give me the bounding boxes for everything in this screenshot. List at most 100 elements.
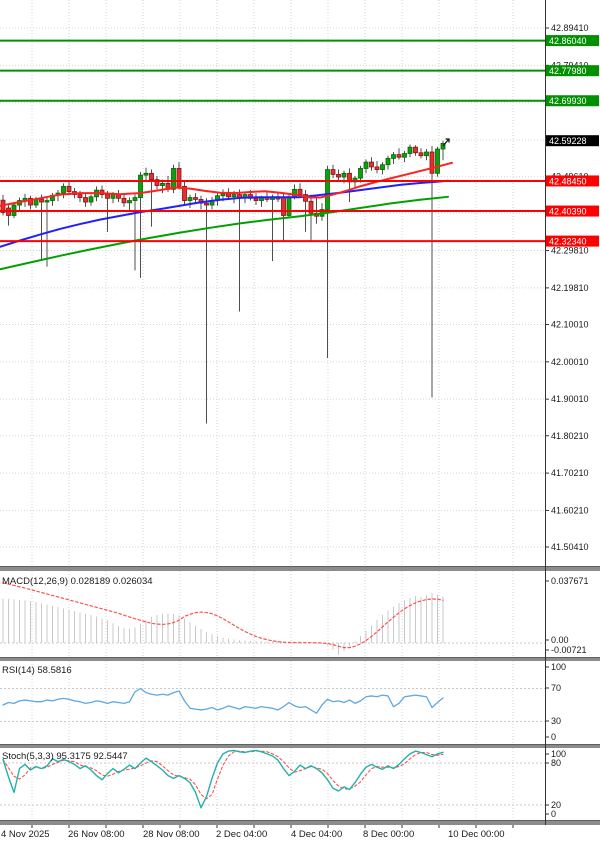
candle-bear — [226, 193, 231, 198]
rsi-indicator-label: RSI(14) 58.5816 — [2, 665, 72, 676]
candle-bear — [253, 197, 259, 201]
candle-bear — [396, 154, 402, 158]
indicator-axis-label: -0.00721 — [551, 645, 587, 655]
indicator-axis-label: 0 — [551, 809, 556, 819]
price-badge-label: 42.77980 — [549, 66, 587, 76]
candle-bull — [380, 164, 385, 170]
time-axis-label: 2 Dec 04:00 — [216, 829, 267, 840]
candle-bull — [110, 194, 116, 199]
price-badge-support[interactable] — [546, 205, 599, 217]
candle-bull — [407, 146, 413, 154]
price-badge-label: 42.32340 — [549, 237, 587, 247]
ma-mid-line — [0, 179, 449, 248]
candle-bear — [182, 185, 187, 201]
candle-bull — [363, 161, 369, 169]
candle-bull — [391, 154, 396, 159]
price-grid-label: 41.90010 — [551, 394, 589, 404]
candle-bear — [374, 166, 380, 170]
price-badge-label: 42.40390 — [549, 207, 587, 217]
indicator-axis-label: 0.00 — [551, 635, 569, 645]
panel-separator[interactable] — [0, 657, 600, 661]
candle-bull — [132, 197, 138, 201]
ma-slow-line — [0, 195, 449, 271]
price-grid-label: 41.70210 — [551, 468, 589, 478]
price-badge-label: 42.59228 — [549, 136, 587, 146]
price-grid-label: 42.19810 — [551, 283, 589, 293]
price-badge-resistance[interactable] — [546, 65, 599, 77]
candle-bull — [325, 169, 330, 210]
candle-bull — [402, 153, 407, 158]
candle-bull — [231, 194, 237, 198]
price-grid-label: 42.89410 — [551, 23, 589, 33]
candle-bull — [435, 148, 440, 174]
price-badge-label: 42.86040 — [549, 36, 587, 46]
stoch-signal-line — [2, 750, 444, 800]
candle-bear — [28, 197, 33, 206]
price-grid-label: 42.00010 — [551, 357, 589, 367]
candle-bear — [369, 161, 374, 168]
candle-bear — [308, 200, 314, 214]
time-axis-label: 8 Dec 00:00 — [363, 829, 414, 840]
candle-bull — [171, 168, 176, 190]
indicator-axis-label: 70 — [551, 683, 561, 693]
candle-bear — [193, 197, 198, 200]
candle-bull — [424, 151, 429, 157]
candle-bear — [297, 188, 303, 195]
candle-bull — [138, 174, 143, 198]
candle-bull — [160, 182, 165, 187]
candle-bull — [143, 172, 149, 176]
candle-bear — [66, 185, 72, 192]
candle-bear — [39, 198, 44, 203]
candle-bear — [418, 152, 424, 157]
price-grid-label: 42.10010 — [551, 319, 589, 329]
candle-bull — [286, 196, 292, 216]
indicator-axis-label: 30 — [551, 716, 561, 726]
panel-separator[interactable] — [0, 744, 600, 748]
panel-separator[interactable] — [0, 566, 600, 571]
candle-bull — [341, 172, 347, 178]
macd-indicator-label: MACD(12,26,9) 0.028189 0.026034 — [2, 576, 153, 587]
price-grid-label: 41.60210 — [551, 505, 589, 515]
candle-bull — [187, 197, 193, 201]
candle-bull — [127, 200, 132, 204]
indicator-axis-label: 20 — [551, 800, 561, 810]
candle-bull — [385, 157, 391, 166]
indicator-axis-label: 0 — [551, 732, 556, 742]
candle-bear — [176, 168, 182, 187]
time-axis-label: 28 Nov 08:00 — [143, 829, 200, 840]
candle-bull — [440, 143, 446, 150]
price-grid-label: 41.80210 — [551, 431, 589, 441]
indicator-axis-label: 100 — [551, 662, 566, 672]
panel-separator[interactable] — [0, 820, 600, 825]
time-axis-label: 26 Nov 08:00 — [68, 829, 125, 840]
indicator-axis-label: 100 — [551, 749, 566, 759]
candles-group — [0, 140, 446, 424]
price-badge-support[interactable] — [546, 235, 599, 247]
price-badge-support[interactable] — [546, 175, 599, 187]
candle-bear — [149, 172, 154, 181]
indicator-axis-label: 0.037671 — [551, 576, 589, 586]
macd-signal-line — [2, 582, 444, 649]
indicator-axis-label: 80 — [551, 758, 561, 768]
price-arrow-icon — [442, 138, 450, 147]
candle-bull — [88, 196, 94, 203]
price-badge-resistance[interactable] — [546, 35, 599, 47]
price-badge-label: 42.48450 — [549, 176, 587, 186]
stoch-indicator-label: Stoch(5,3,3) 95.3175 92.5447 — [2, 751, 128, 762]
price-badge-resistance[interactable] — [546, 95, 599, 107]
price-badge-label: 42.69930 — [549, 96, 587, 106]
candle-bear — [413, 146, 418, 154]
price-grid-label: 42.29810 — [551, 246, 589, 256]
candle-bear — [330, 169, 336, 175]
candle-bull — [358, 168, 363, 179]
candle-bear — [121, 197, 127, 204]
stoch-main-line — [2, 749, 444, 809]
candle-bear — [105, 194, 110, 199]
price-badge-current[interactable] — [546, 135, 599, 147]
candle-bear — [154, 179, 160, 187]
candle-bear — [336, 174, 341, 178]
candle-bull — [44, 200, 50, 203]
